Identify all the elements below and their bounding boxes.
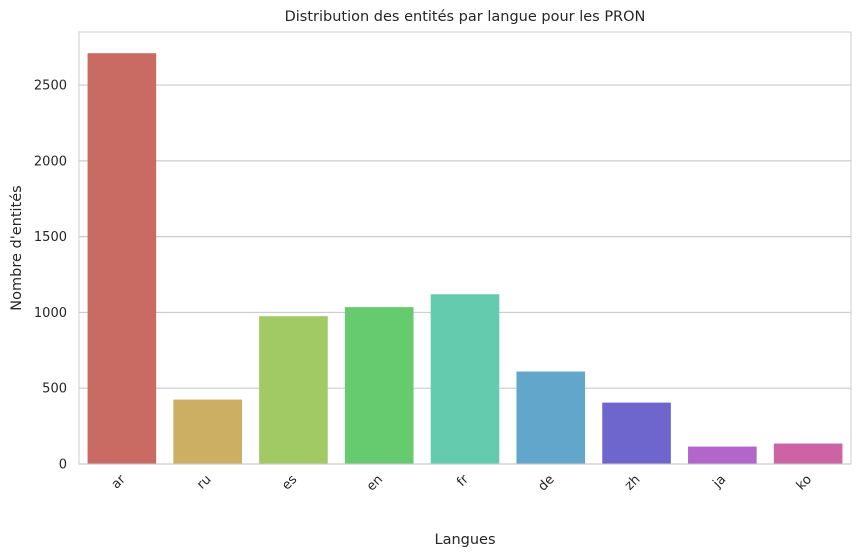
bar-ar [87,53,157,464]
bar-ru [173,399,242,464]
y-tick-label: 1500 [34,230,67,245]
x-tick-label: fr [454,472,472,490]
bar-es [259,316,328,464]
bars [87,53,843,464]
x-tick-label: zh [622,472,643,493]
bar-fr [430,294,500,464]
x-tick-label: ru [194,472,214,492]
y-axis-ticks: 0 500 1000 1500 2000 2500 [34,79,67,473]
chart-title: Distribution des entités par langue pour… [285,9,646,25]
y-tick-label: 500 [42,382,67,397]
bar-de [516,371,586,464]
x-tick-label: es [279,472,300,493]
plot-frame [78,31,852,465]
bar-ja [688,446,757,464]
y-tick-label: 0 [59,458,67,473]
x-tick-label: ko [794,472,815,493]
x-tick-label: en [364,472,386,494]
x-tick-label: ar [109,472,129,492]
y-axis-label: Nombre d'entités [9,185,25,310]
y-tick-label: 2000 [34,154,67,169]
x-tick-label: ja [710,472,730,492]
bar-zh [602,402,671,464]
y-tick-label: 2500 [34,79,67,94]
bar-en [344,307,414,464]
bar-ko [773,443,843,464]
x-axis-label: Langues [434,532,495,548]
x-tick-label: de [536,472,558,494]
y-tick-label: 1000 [34,306,67,321]
x-axis-ticks: ar ru es en fr de zh ja ko [109,472,815,495]
